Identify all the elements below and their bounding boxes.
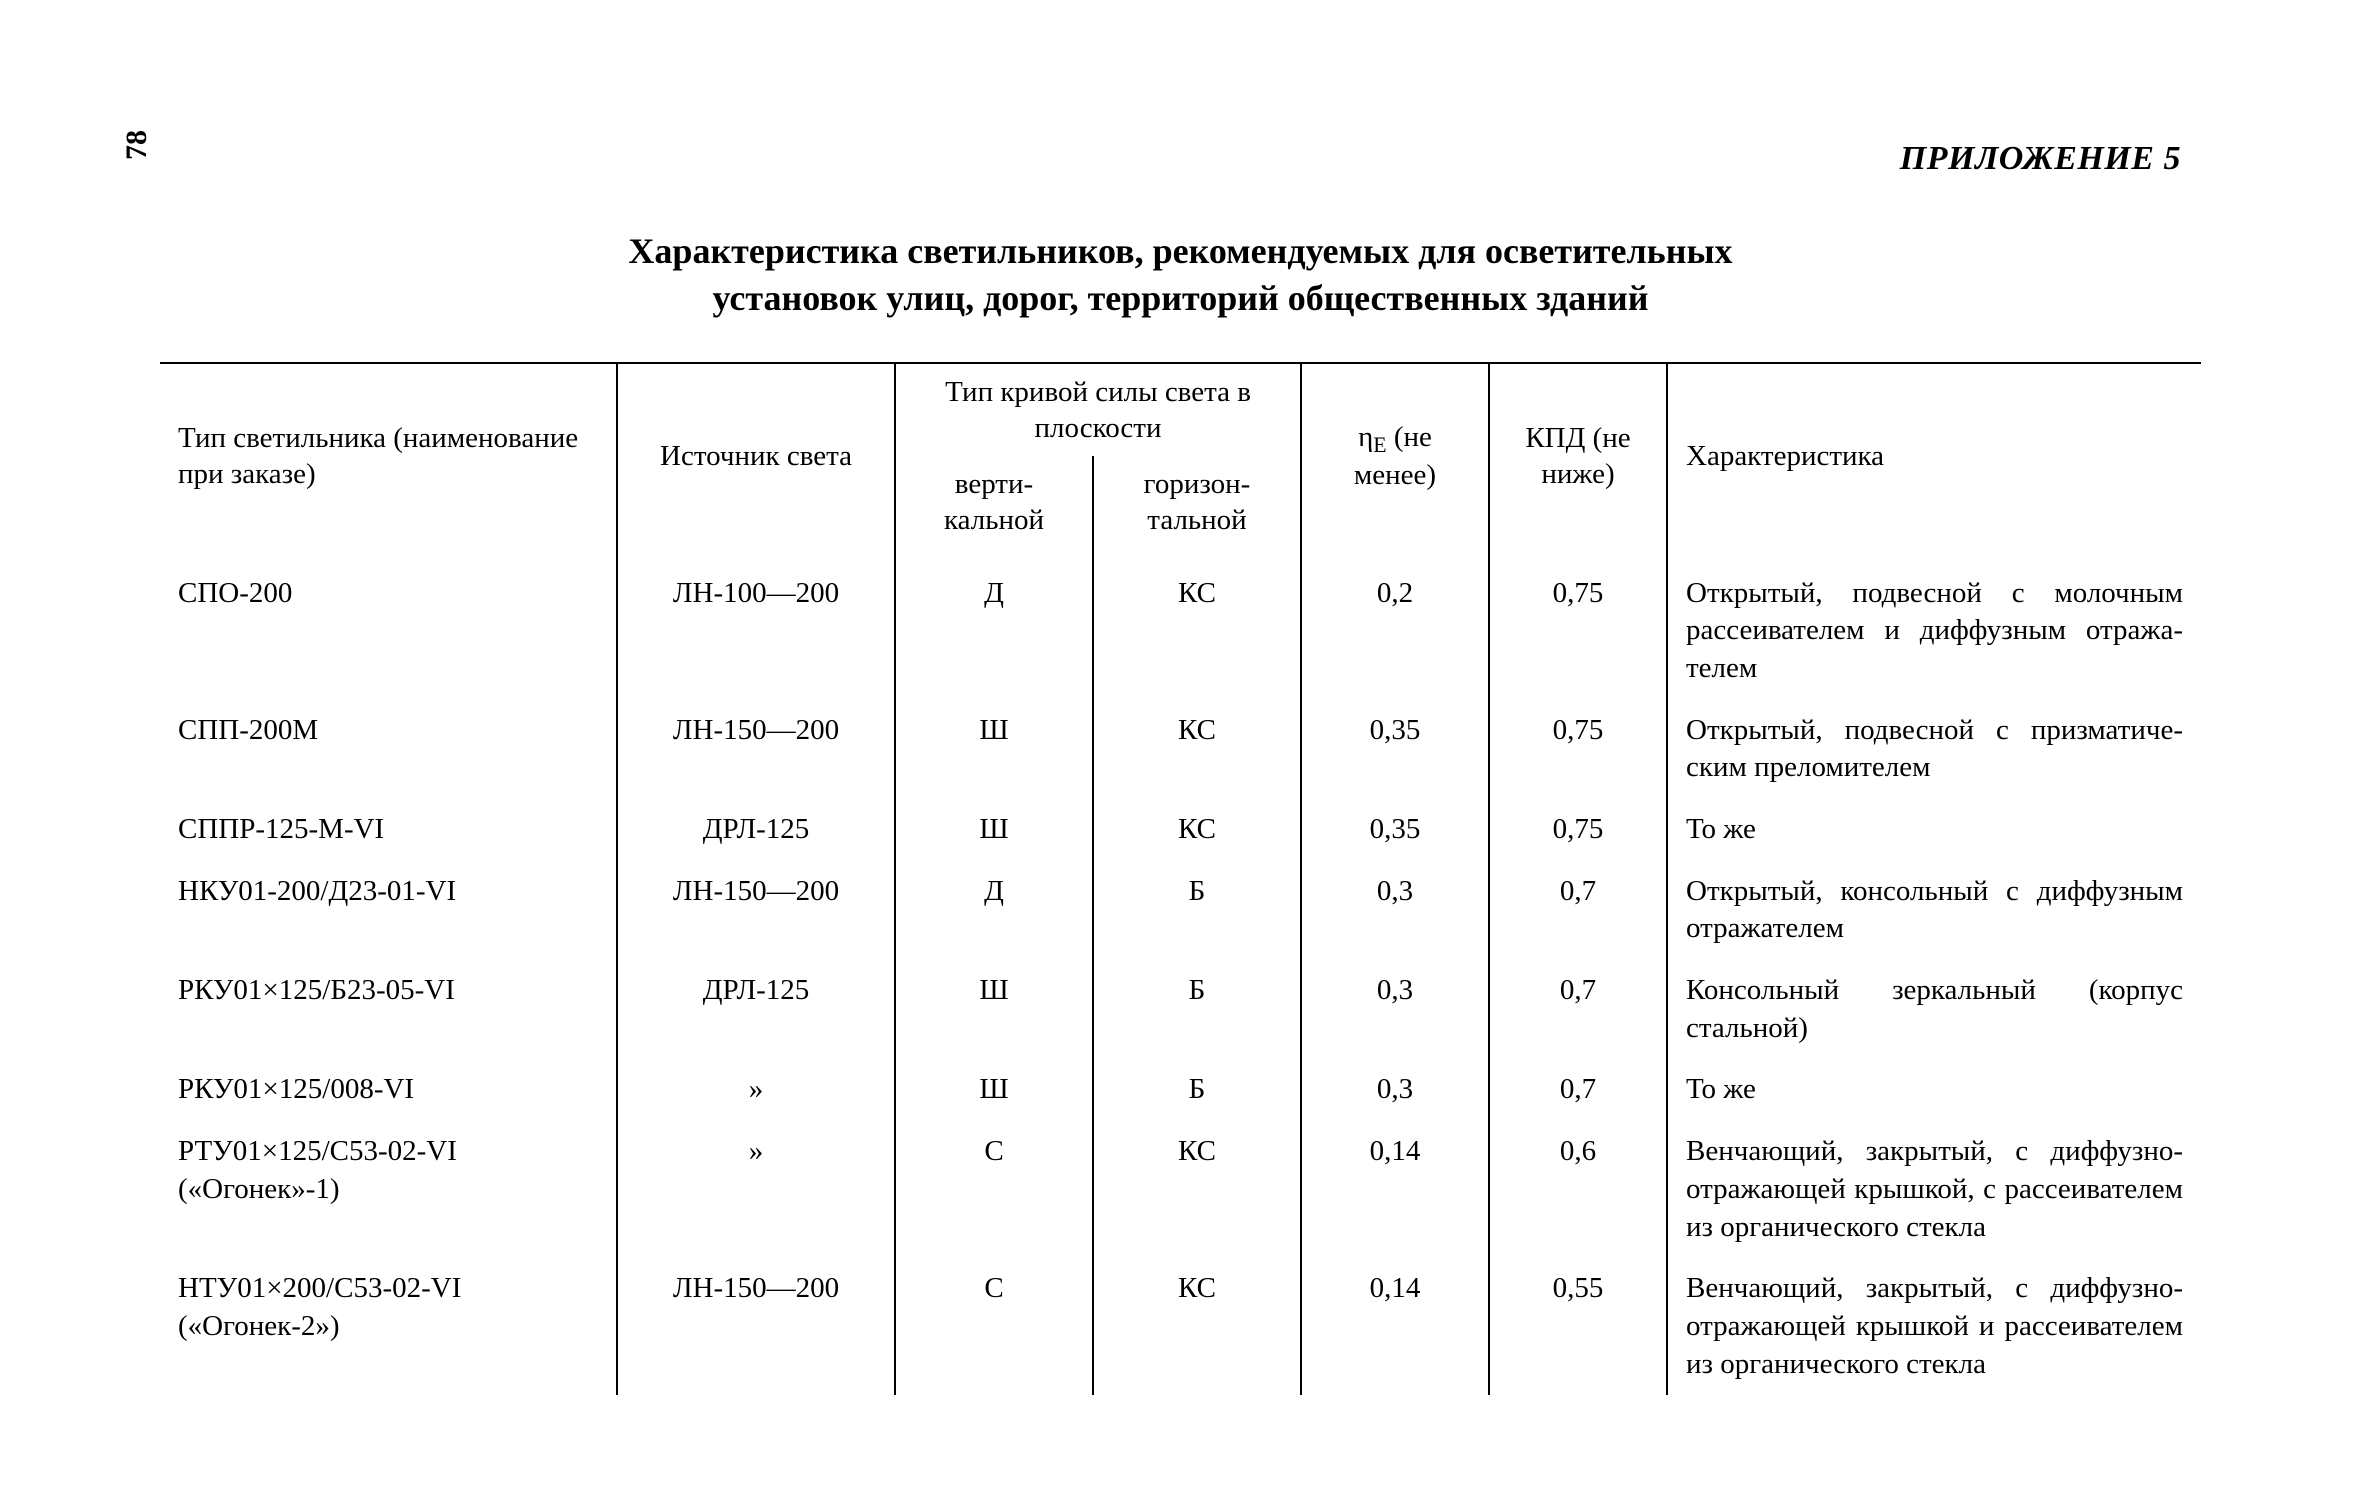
cell-kpd: 0,6 [1489, 1121, 1667, 1258]
col-header-type: Тип светильника (наимено­вание при заказ… [160, 363, 617, 549]
cell-horizontal: КС [1093, 799, 1301, 861]
cell-source: » [617, 1121, 895, 1258]
cell-kpd: 0,75 [1489, 549, 1667, 700]
eta-subscript: E [1373, 435, 1386, 457]
cell-horizontal: КС [1093, 1121, 1301, 1258]
cell-source: ЛН-100—200 [617, 549, 895, 700]
cell-vertical: Ш [895, 1059, 1093, 1121]
cell-characteristic: Консольный зеркальный (корпус стальной) [1667, 960, 2201, 1059]
cell-vertical: Ш [895, 799, 1093, 861]
cell-type: РКУ01×125/Б23-05-VI [160, 960, 617, 1059]
cell-eta: 0,3 [1301, 861, 1489, 960]
cell-eta: 0,14 [1301, 1121, 1489, 1258]
table-row: РКУ01×125/008-VI»ШБ0,30,7То же [160, 1059, 2201, 1121]
cell-type: СППР-125-М-VI [160, 799, 617, 861]
cell-horizontal: КС [1093, 1258, 1301, 1395]
table-row: РТУ01×125/С53-02-VI («Огонек»-1)»СКС0,14… [160, 1121, 2201, 1258]
cell-eta: 0,3 [1301, 960, 1489, 1059]
cell-horizontal: Б [1093, 960, 1301, 1059]
cell-kpd: 0,55 [1489, 1258, 1667, 1395]
cell-source: ЛН-150—200 [617, 700, 895, 799]
cell-source: ЛН-150—200 [617, 861, 895, 960]
cell-vertical: Д [895, 549, 1093, 700]
cell-eta: 0,3 [1301, 1059, 1489, 1121]
cell-type: РТУ01×125/С53-02-VI («Огонек»-1) [160, 1121, 617, 1258]
appendix-label: ПРИЛОЖЕНИЕ 5 [160, 140, 2201, 178]
cell-vertical: Ш [895, 960, 1093, 1059]
cell-characteristic: Открытый, консольный с диффузным отражат… [1667, 861, 2201, 960]
cell-vertical: С [895, 1258, 1093, 1395]
cell-kpd: 0,7 [1489, 1059, 1667, 1121]
title-line-2: установок улиц, дорог, территорий общест… [713, 278, 1649, 318]
cell-source: ЛН-150—200 [617, 1258, 895, 1395]
table-row: СПО-200ЛН-100—200ДКС0,20,75Открытый, под… [160, 549, 2201, 700]
table-row: СППР-125-М-VIДРЛ-125ШКС0,350,75То же [160, 799, 2201, 861]
cell-kpd: 0,75 [1489, 799, 1667, 861]
col-header-eta: ηE (не менее) [1301, 363, 1489, 549]
table-row: НТУ01×200/С53-02-VI («Огонек-2»)ЛН-150—2… [160, 1258, 2201, 1395]
cell-vertical: Ш [895, 700, 1093, 799]
cell-characteristic: Открытый, подвесной с молочным рассеиват… [1667, 549, 2201, 700]
cell-eta: 0,14 [1301, 1258, 1489, 1395]
cell-characteristic: То же [1667, 1059, 2201, 1121]
cell-type: СПО-200 [160, 549, 617, 700]
cell-characteristic: Венчающий, закрытый, с диффузно-отражающ… [1667, 1258, 2201, 1395]
page-number: 78 [120, 130, 154, 160]
table-row: СПП-200МЛН-150—200ШКС0,350,75Открытый, п… [160, 700, 2201, 799]
cell-type: РКУ01×125/008-VI [160, 1059, 617, 1121]
cell-horizontal: Б [1093, 1059, 1301, 1121]
cell-type: НКУ01-200/Д23-01-VI [160, 861, 617, 960]
cell-eta: 0,2 [1301, 549, 1489, 700]
title-line-1: Характеристика светильников, рекомендуем… [628, 231, 1732, 271]
cell-vertical: Д [895, 861, 1093, 960]
col-subheader-horizontal: горизон­тальной [1093, 456, 1301, 549]
cell-kpd: 0,7 [1489, 861, 1667, 960]
cell-source: ДРЛ-125 [617, 799, 895, 861]
col-subheader-vertical: верти­кальной [895, 456, 1093, 549]
table-row: РКУ01×125/Б23-05-VIДРЛ-125ШБ0,30,7Консол… [160, 960, 2201, 1059]
cell-characteristic: Венчающий, закрытый, с диффузно-отражающ… [1667, 1121, 2201, 1258]
col-header-characteristic: Характеристика [1667, 363, 2201, 549]
cell-eta: 0,35 [1301, 799, 1489, 861]
cell-characteristic: Открытый, подвесной с призматиче­ским пр… [1667, 700, 2201, 799]
cell-horizontal: КС [1093, 700, 1301, 799]
cell-horizontal: Б [1093, 861, 1301, 960]
col-header-curve-group: Тип кривой силы све­та в плоскости [895, 363, 1301, 457]
cell-kpd: 0,75 [1489, 700, 1667, 799]
col-header-source: Источник света [617, 363, 895, 549]
cell-horizontal: КС [1093, 549, 1301, 700]
col-header-kpd: КПД (не ниже) [1489, 363, 1667, 549]
cell-characteristic: То же [1667, 799, 2201, 861]
cell-vertical: С [895, 1121, 1093, 1258]
cell-kpd: 0,7 [1489, 960, 1667, 1059]
cell-eta: 0,35 [1301, 700, 1489, 799]
cell-source: » [617, 1059, 895, 1121]
eta-symbol: η [1358, 421, 1373, 453]
table-body: СПО-200ЛН-100—200ДКС0,20,75Открытый, под… [160, 549, 2201, 1396]
table-row: НКУ01-200/Д23-01-VIЛН-150—200ДБ0,30,7Отк… [160, 861, 2201, 960]
cell-type: СПП-200М [160, 700, 617, 799]
cell-type: НТУ01×200/С53-02-VI («Огонек-2») [160, 1258, 617, 1395]
cell-source: ДРЛ-125 [617, 960, 895, 1059]
page-title: Характеристика светильников, рекомендуем… [160, 228, 2201, 322]
luminaire-table: Тип светильника (наимено­вание при заказ… [160, 362, 2201, 1396]
